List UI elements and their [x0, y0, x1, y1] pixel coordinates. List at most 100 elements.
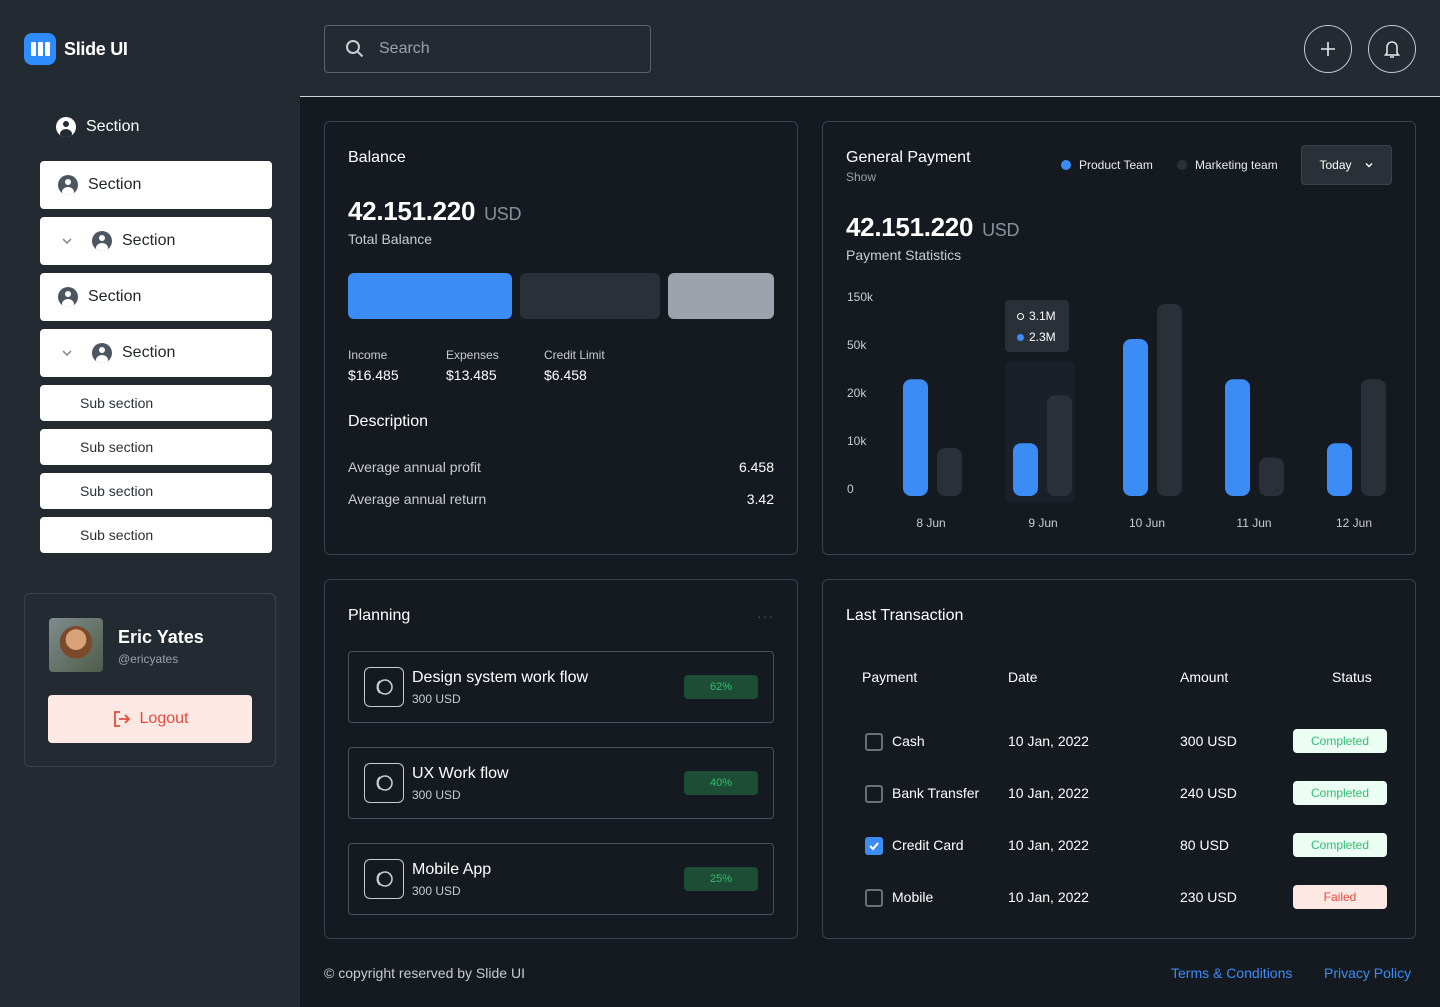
- chart-tooltip: 3.1M 2.3M: [1005, 300, 1069, 352]
- cell-date: 10 Jan, 2022: [1008, 733, 1089, 749]
- progress-badge: 40%: [684, 771, 758, 795]
- legend-item-product: Product Team: [1061, 158, 1153, 172]
- sidebar-item-label: Section: [122, 232, 176, 249]
- planning-item[interactable]: UX Work flow 300 USD 40%: [348, 747, 774, 819]
- chevron-down-icon[interactable]: [58, 232, 76, 250]
- avatar[interactable]: [49, 618, 103, 672]
- terms-link[interactable]: Terms & Conditions: [1171, 965, 1293, 981]
- table-header-payment: Payment: [862, 669, 918, 685]
- bar-marketing[interactable]: [937, 448, 962, 496]
- add-button[interactable]: [1304, 25, 1352, 73]
- user-icon: [92, 343, 112, 363]
- legend-label: Marketing team: [1195, 158, 1278, 172]
- row-checkbox-checked[interactable]: [865, 837, 883, 855]
- logout-button[interactable]: Logout: [48, 695, 252, 743]
- description-row: Average annual return 3.42: [348, 491, 774, 507]
- tooltip-value: 3.1M: [1029, 309, 1056, 323]
- x-tick-label: 11 Jun: [1236, 516, 1271, 530]
- bar-product[interactable]: [1123, 339, 1148, 496]
- tooltip-dot-filled: [1017, 333, 1024, 341]
- bar-marketing[interactable]: [1157, 304, 1182, 496]
- payment-amount: 42.151.220 USD: [846, 212, 1019, 243]
- row-checkbox[interactable]: [865, 785, 883, 803]
- privacy-link[interactable]: Privacy Policy: [1324, 965, 1412, 981]
- payment-chart: 150k 50k 20k 10k 0 8 Jun 9 Jun 10 Jun 11 Jun 12 J…: [847, 290, 1386, 530]
- logo-icon: [24, 33, 56, 65]
- sidebar-header[interactable]: Section: [56, 117, 139, 137]
- planning-item-sub: 300 USD: [412, 884, 461, 898]
- sidebar-item-section-1[interactable]: Section: [40, 161, 272, 209]
- row-checkbox[interactable]: [865, 733, 883, 751]
- bar-marketing[interactable]: [1047, 395, 1072, 496]
- cell-payment: Credit Card: [892, 837, 964, 853]
- bar-marketing[interactable]: [1259, 457, 1284, 496]
- sidebar-subitem-2[interactable]: Sub section: [40, 429, 272, 465]
- legend-dot: [1177, 160, 1187, 170]
- payment-subtitle: Show: [846, 170, 877, 184]
- sidebar-item-section-2[interactable]: Section: [40, 217, 272, 265]
- balance-segment-expenses: [520, 273, 660, 319]
- planning-item-title: Mobile App: [412, 861, 492, 878]
- period-select[interactable]: Today: [1301, 145, 1392, 185]
- table-header-date: Date: [1008, 669, 1038, 685]
- balance-segment-income: [348, 273, 512, 319]
- x-tick-label: 8 Jun: [916, 516, 945, 530]
- logo[interactable]: Slide UI: [24, 33, 128, 65]
- cell-date: 10 Jan, 2022: [1008, 837, 1089, 853]
- plus-icon: [1321, 42, 1335, 56]
- sidebar-subitem-4[interactable]: Sub section: [40, 517, 272, 553]
- payment-amount-value: 42.151.220: [846, 212, 974, 242]
- bar-product[interactable]: [1327, 443, 1352, 496]
- payment-caption: Payment Statistics: [846, 247, 962, 263]
- sidebar-subitem-3[interactable]: Sub section: [40, 473, 272, 509]
- balance-caption: Total Balance: [348, 231, 433, 247]
- bar-product[interactable]: [1225, 379, 1250, 496]
- row-checkbox[interactable]: [865, 889, 883, 907]
- sidebar-subitem-1[interactable]: Sub section: [40, 385, 272, 421]
- planning-item[interactable]: Design system work flow 300 USD 62%: [348, 651, 774, 723]
- balance-currency: USD: [484, 204, 522, 224]
- sidebar-item-label: Section: [122, 344, 176, 361]
- user-icon: [56, 117, 76, 137]
- stat-label-credit: Credit Limit: [544, 348, 605, 362]
- y-tick-label: 50k: [847, 338, 867, 352]
- planning-item-sub: 300 USD: [412, 788, 461, 802]
- sidebar-item-label: Section: [88, 288, 142, 305]
- progress-badge: 25%: [684, 867, 758, 891]
- cell-amount: 230 USD: [1180, 889, 1237, 905]
- y-tick-label: 0: [847, 482, 854, 496]
- stat-label-income: Income: [348, 348, 388, 362]
- chevron-down-icon[interactable]: [58, 344, 76, 362]
- status-badge: Completed: [1293, 781, 1387, 805]
- cell-date: 10 Jan, 2022: [1008, 889, 1089, 905]
- search-icon: [346, 40, 364, 58]
- status-badge: Failed: [1293, 885, 1387, 909]
- bell-icon: [1384, 41, 1400, 58]
- description-row: Average annual profit 6.458: [348, 459, 774, 475]
- legend-dot: [1061, 160, 1071, 170]
- y-tick-label: 150k: [847, 290, 874, 304]
- payment-currency: USD: [982, 220, 1020, 240]
- status-badge: Completed: [1293, 729, 1387, 753]
- tooltip-value: 2.3M: [1029, 330, 1056, 344]
- bar-product[interactable]: [1013, 443, 1038, 496]
- description-label: Average annual return: [348, 491, 487, 507]
- sidebar-item-section-3[interactable]: Section: [40, 273, 272, 321]
- bar-product[interactable]: [903, 379, 928, 496]
- more-icon[interactable]: ···: [757, 608, 774, 624]
- balance-segment-credit: [668, 273, 774, 319]
- sidebar-item-section-4[interactable]: Section: [40, 329, 272, 377]
- search-input[interactable]: [379, 40, 619, 58]
- tooltip-dot-hollow: [1017, 312, 1024, 320]
- stat-label-expenses: Expenses: [446, 348, 499, 362]
- planning-item[interactable]: Mobile App 300 USD 25%: [348, 843, 774, 915]
- bar-marketing[interactable]: [1361, 379, 1386, 496]
- payment-card: General Payment Show Product Team Market…: [822, 121, 1416, 555]
- cell-amount: 240 USD: [1180, 785, 1237, 801]
- planning-item-sub: 300 USD: [412, 692, 461, 706]
- search-box[interactable]: [324, 25, 651, 73]
- balance-amount-value: 42.151.220: [348, 196, 476, 226]
- notifications-button[interactable]: [1368, 25, 1416, 73]
- balance-amount: 42.151.220 USD: [348, 196, 521, 227]
- stat-value-income: $16.485: [348, 367, 399, 383]
